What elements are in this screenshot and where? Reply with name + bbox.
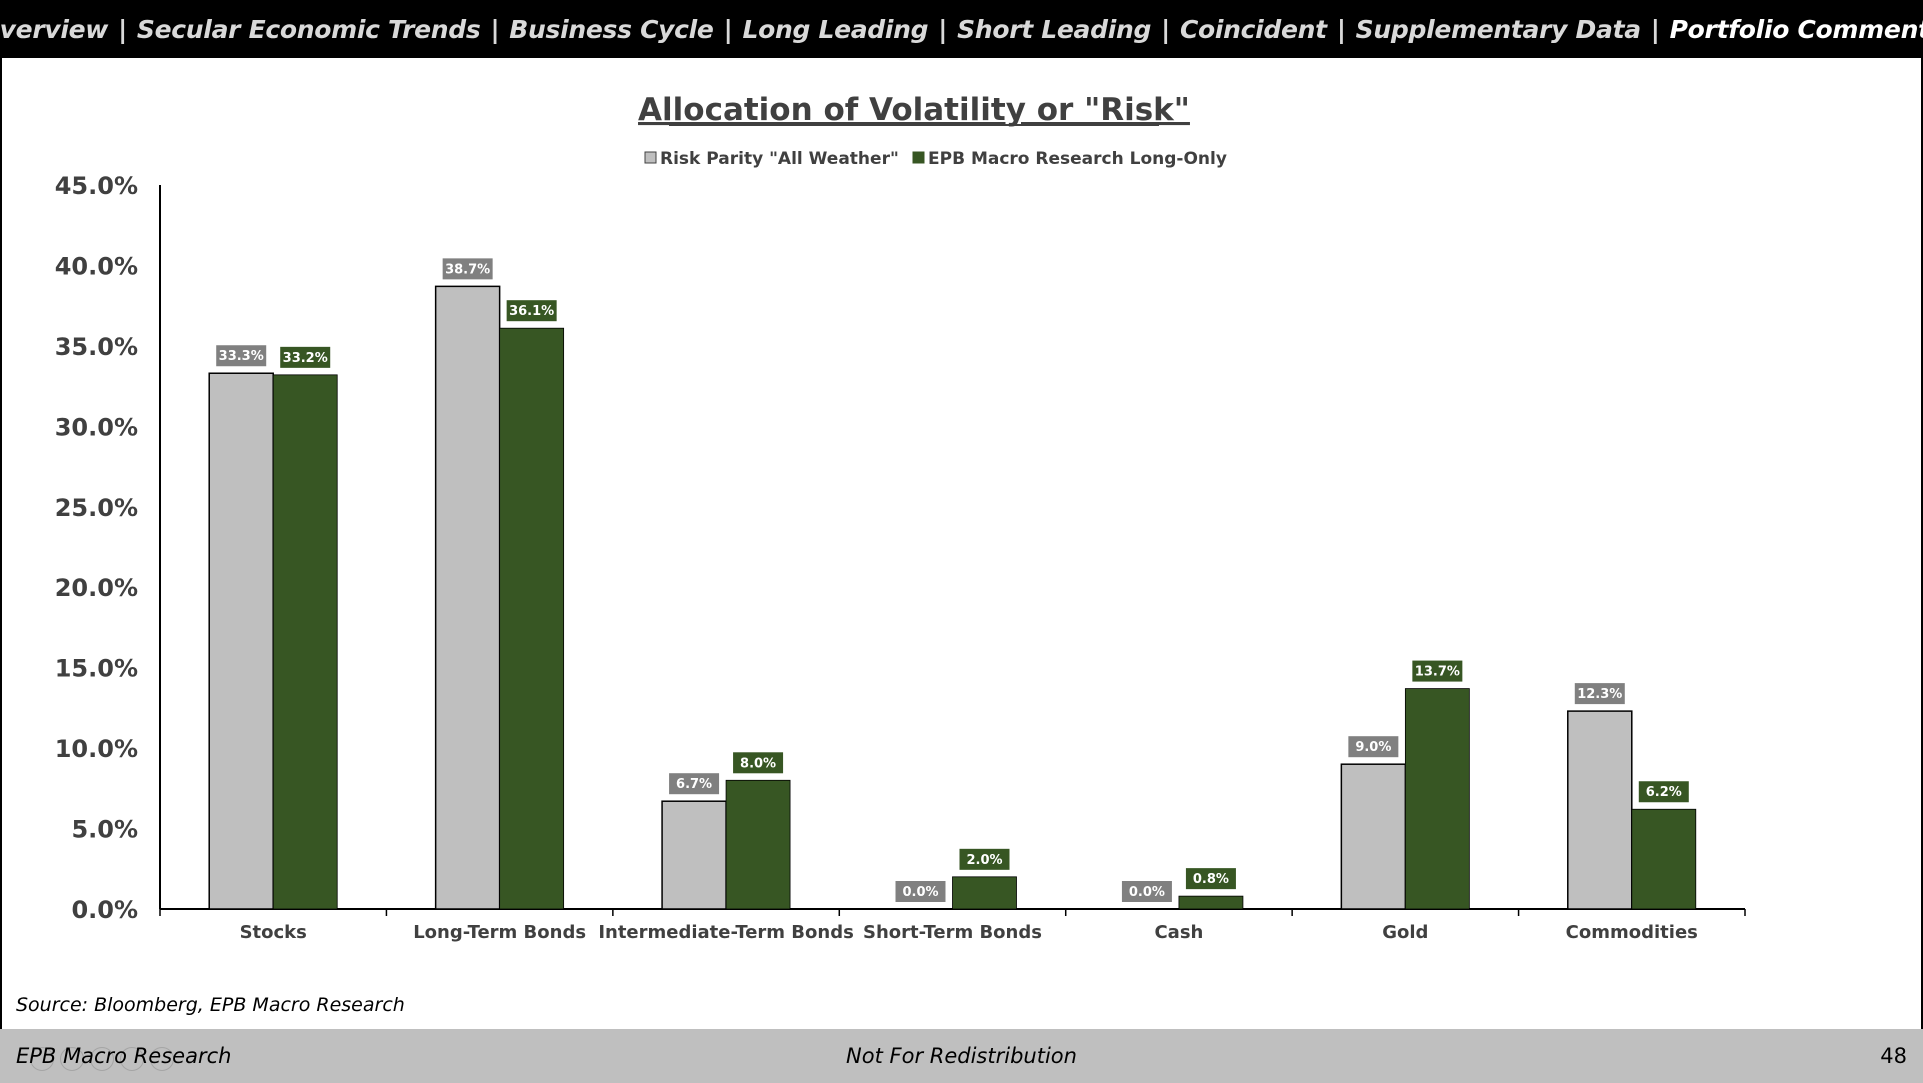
nav-item-portfolio-comments[interactable]: Portfolio Comments bbox=[1669, 14, 1923, 44]
nav-item-secular-economic-trends[interactable]: Secular Economic Trends bbox=[136, 14, 481, 44]
nav-item-coincident[interactable]: Coincident bbox=[1179, 14, 1327, 44]
data-label-box bbox=[959, 848, 1010, 870]
nav-item-business-cycle[interactable]: Business Cycle bbox=[509, 14, 714, 44]
y-tick-label: 40.0% bbox=[55, 252, 138, 280]
data-label-box bbox=[280, 346, 331, 368]
top-navigation-bar: Overview | Secular Economic Trends | Busines… bbox=[0, 0, 1923, 58]
bar-risk-parity bbox=[1340, 763, 1407, 910]
x-category-label: Short-Term Bonds bbox=[863, 922, 1042, 943]
nav-separator: | bbox=[938, 14, 948, 44]
bar-epb-long-only bbox=[499, 327, 565, 910]
data-label: 0.8% bbox=[1193, 872, 1229, 887]
data-label-box bbox=[895, 881, 946, 902]
data-label-box bbox=[669, 773, 720, 795]
nav-separator: | bbox=[723, 14, 733, 44]
nav-item-short-leading[interactable]: Short Leading bbox=[957, 14, 1152, 44]
y-tick-label: 5.0% bbox=[71, 816, 138, 844]
legend-label: EPB Macro Research Long-Only bbox=[928, 149, 1227, 169]
bar-risk-parity bbox=[208, 372, 274, 910]
data-label-box bbox=[1121, 881, 1172, 902]
nav-item-supplementary-data[interactable]: Supplementary Data bbox=[1355, 14, 1641, 44]
data-label-box bbox=[216, 345, 267, 367]
nav-separator: | bbox=[1336, 14, 1346, 44]
nav-separator: | bbox=[1650, 14, 1660, 44]
faint-toolbar-icons bbox=[30, 1047, 260, 1071]
data-label-box bbox=[1185, 868, 1236, 890]
bar-epb-long-only bbox=[952, 876, 1017, 910]
nav-separator: | bbox=[490, 14, 500, 44]
x-category-label: Gold bbox=[1382, 922, 1428, 943]
data-label: 0.0% bbox=[1129, 885, 1165, 900]
data-label: 6.7% bbox=[676, 777, 712, 792]
y-tick-label: 20.0% bbox=[55, 574, 138, 602]
data-label: 2.0% bbox=[966, 853, 1002, 868]
x-category-label: Intermediate-Term Bonds bbox=[598, 922, 854, 943]
data-label: 33.2% bbox=[283, 351, 328, 366]
data-label: 38.7% bbox=[445, 262, 490, 277]
footer-brand: EPB Macro Research bbox=[16, 1044, 232, 1068]
source-note: Source: Bloomberg, EPB Macro Research bbox=[16, 994, 405, 1016]
x-category-label: Commodities bbox=[1566, 922, 1698, 943]
data-label-box bbox=[442, 258, 493, 280]
data-label: 36.1% bbox=[509, 304, 554, 319]
bar-epb-long-only bbox=[1631, 808, 1697, 910]
footer-notice: Not For Redistribution bbox=[846, 1044, 1077, 1068]
legend-label: Risk Parity "All Weather" bbox=[660, 149, 899, 169]
data-label-box bbox=[506, 300, 557, 322]
data-label-box bbox=[733, 752, 784, 774]
nav-separator: | bbox=[118, 14, 127, 44]
bar-risk-parity bbox=[661, 800, 727, 910]
footer-bar: EPB Macro Research Not For Redistributio… bbox=[0, 1029, 1923, 1083]
nav-separator: | bbox=[1161, 14, 1170, 44]
y-tick-label: 30.0% bbox=[55, 413, 138, 441]
data-label: 6.2% bbox=[1646, 785, 1682, 800]
bar-epb-long-only bbox=[1178, 895, 1244, 910]
y-tick-label: 15.0% bbox=[55, 655, 138, 683]
x-category-label: Stocks bbox=[240, 922, 307, 943]
y-tick-label: 25.0% bbox=[55, 494, 138, 522]
legend-swatch bbox=[912, 151, 925, 164]
data-label: 13.7% bbox=[1415, 665, 1460, 680]
y-tick-label: 45.0% bbox=[55, 172, 138, 200]
x-category-label: Long-Term Bonds bbox=[413, 922, 586, 943]
bar-risk-parity bbox=[434, 285, 501, 910]
chart-title: Allocation of Volatility or "Risk" bbox=[638, 92, 1190, 128]
nav-item-long-leading[interactable]: Long Leading bbox=[742, 14, 929, 44]
y-tick-label: 0.0% bbox=[71, 896, 138, 924]
data-label: 8.0% bbox=[740, 756, 776, 771]
data-label-box bbox=[1348, 736, 1399, 758]
data-label: 9.0% bbox=[1355, 740, 1391, 755]
x-category-label: Cash bbox=[1154, 922, 1203, 943]
y-tick-label: 10.0% bbox=[55, 735, 138, 763]
bar-epb-long-only bbox=[725, 779, 791, 910]
data-label: 33.3% bbox=[219, 349, 264, 364]
legend-swatch bbox=[644, 151, 657, 164]
data-label: 12.3% bbox=[1577, 687, 1622, 702]
page-number: 48 bbox=[1880, 1044, 1907, 1068]
data-label: 0.0% bbox=[902, 885, 938, 900]
bar-epb-long-only bbox=[272, 374, 338, 910]
data-label-box bbox=[1638, 781, 1689, 803]
y-tick-label: 35.0% bbox=[55, 333, 138, 361]
bar-epb-long-only bbox=[1404, 688, 1470, 910]
data-label-box bbox=[1574, 683, 1625, 705]
bar-risk-parity bbox=[1567, 710, 1633, 910]
data-label-box bbox=[1412, 660, 1463, 682]
risk-allocation-chart: Allocation of Volatility or "Risk" Risk P… bbox=[55, 92, 1746, 943]
nav-item-overview[interactable]: Overview bbox=[0, 14, 109, 44]
